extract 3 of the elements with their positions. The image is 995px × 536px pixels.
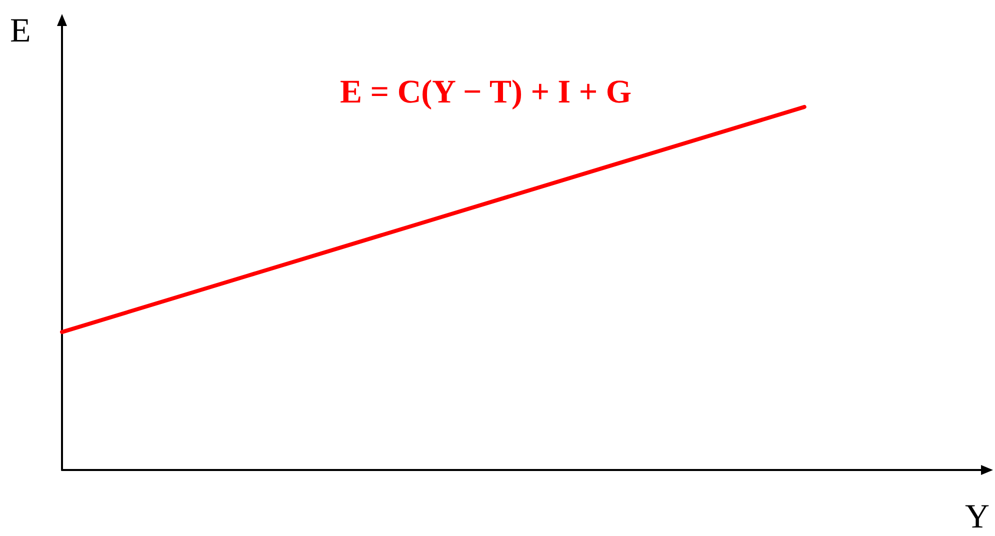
series-label: E = C(Y − T) + I + G (340, 74, 632, 110)
y-axis-title: E (10, 12, 31, 50)
x-axis-title: Y (965, 498, 990, 536)
